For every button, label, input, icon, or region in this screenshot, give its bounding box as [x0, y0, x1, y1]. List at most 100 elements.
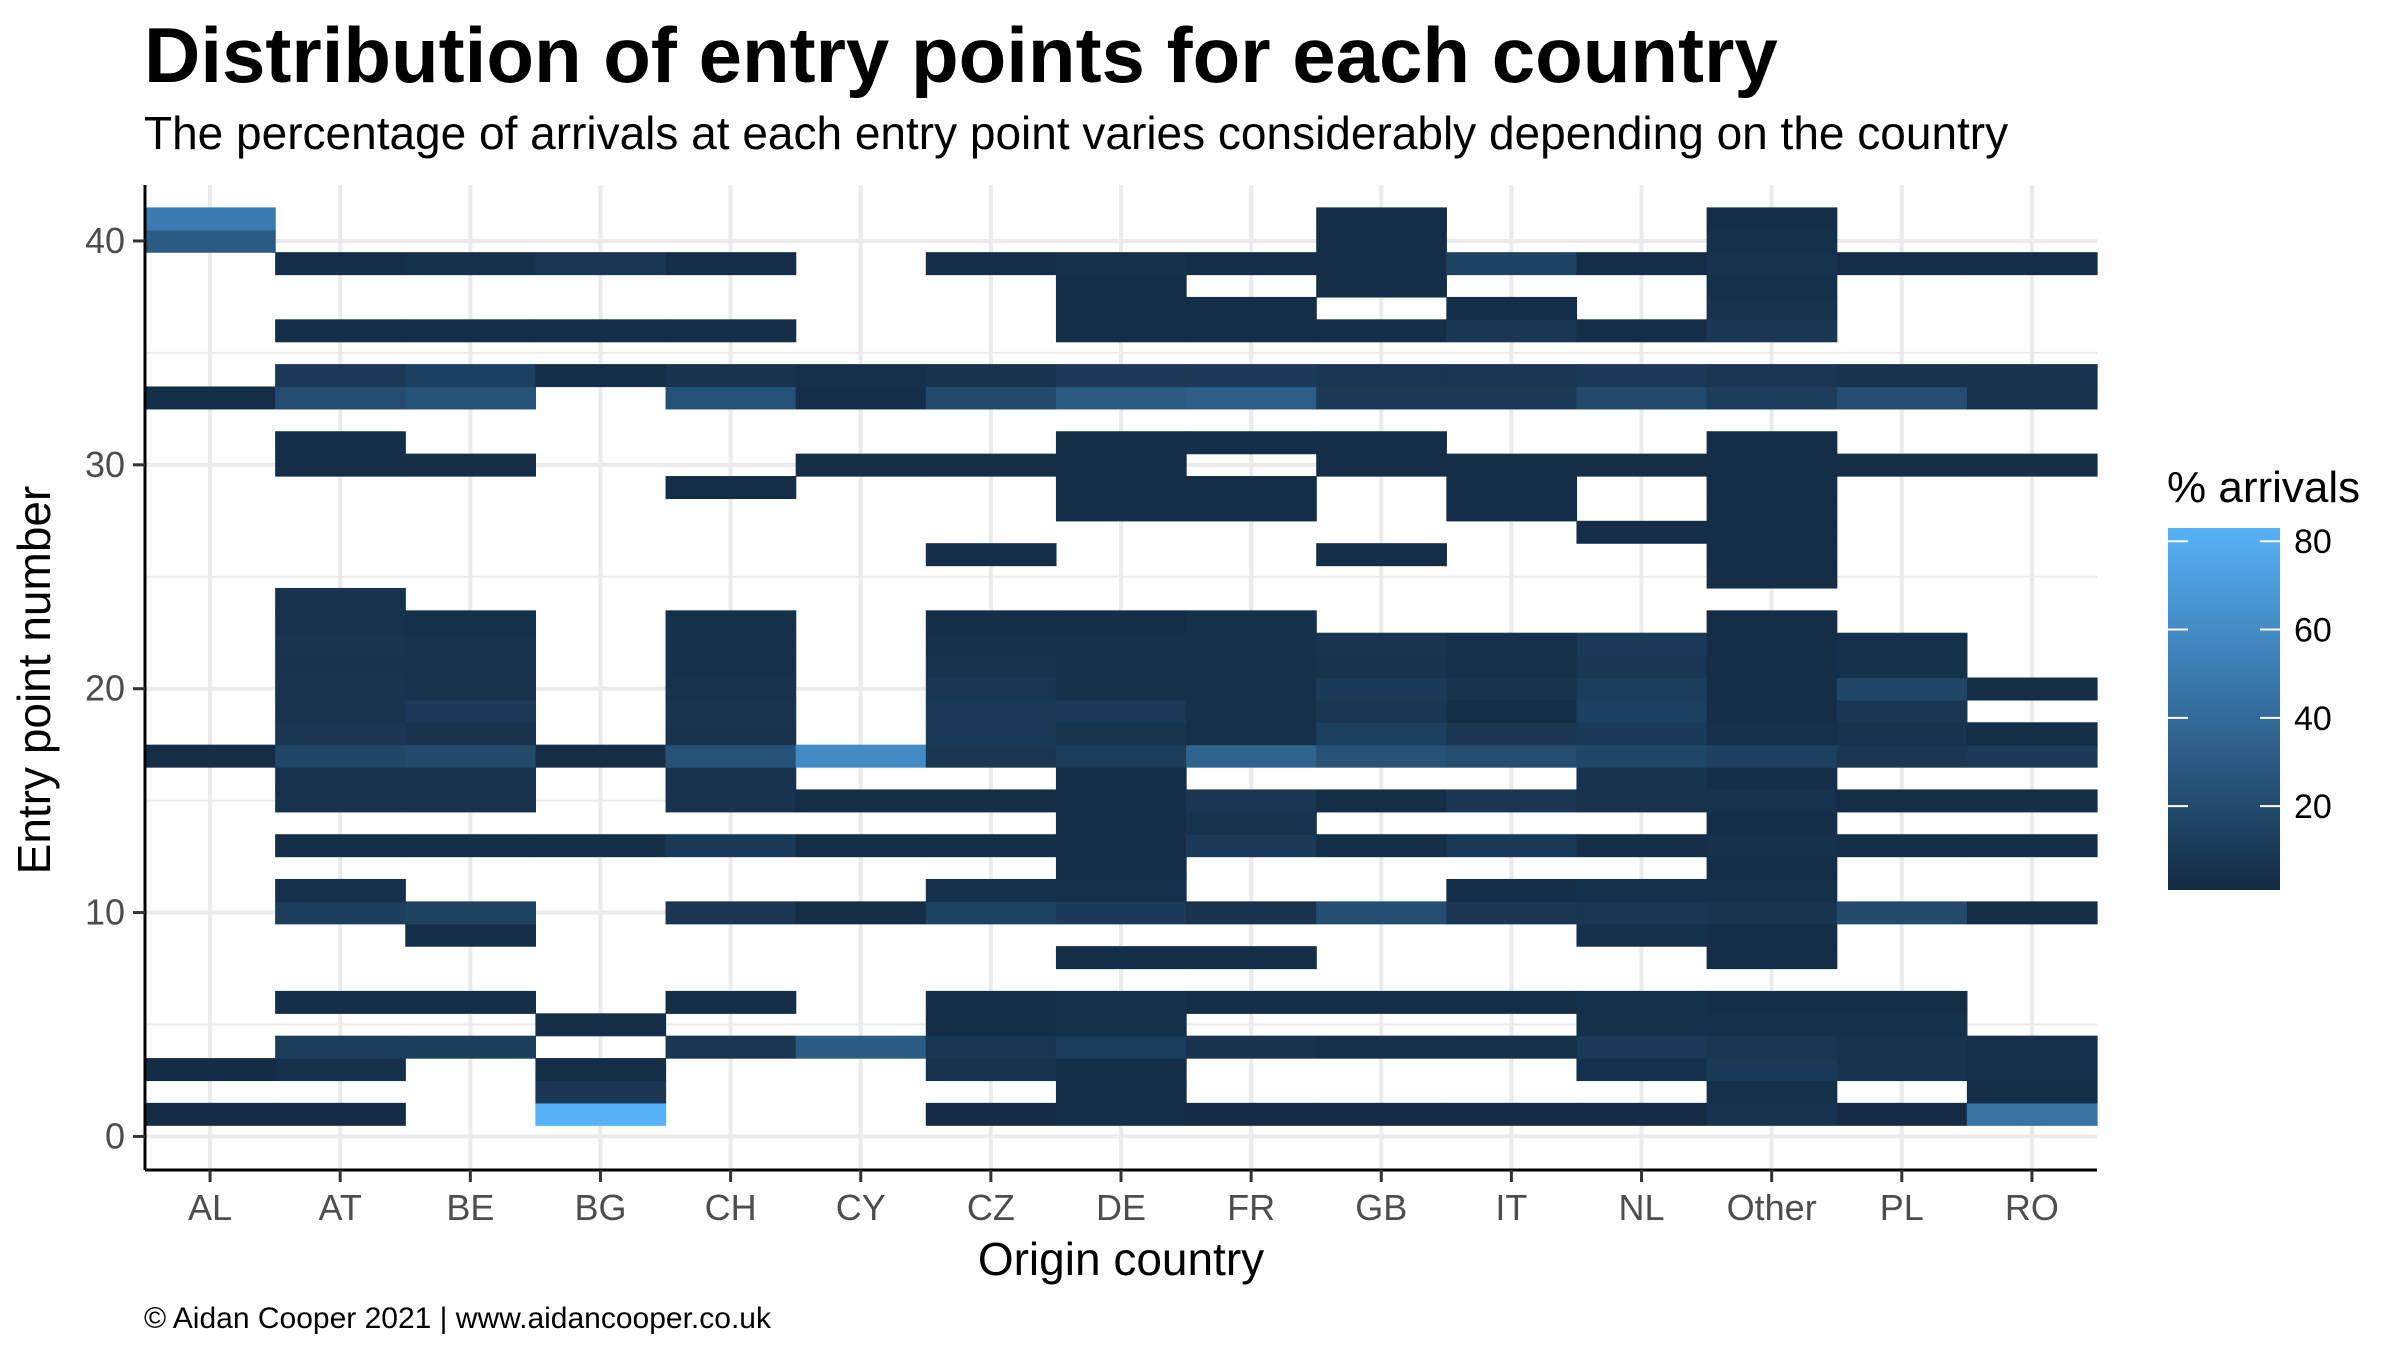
- x-tick-label: BE: [446, 1187, 494, 1228]
- heatmap-cell: [275, 700, 406, 723]
- heatmap-cell: [1707, 207, 1838, 230]
- heatmap-cell: [1967, 722, 2098, 745]
- heatmap-cell: [1707, 767, 1838, 790]
- heatmap-cell: [1446, 454, 1577, 477]
- heatmap-cell: [1576, 789, 1707, 812]
- heatmap-cell: [1056, 1058, 1187, 1081]
- heatmap-cell: [1446, 722, 1577, 745]
- heatmap-cell: [666, 789, 797, 812]
- heatmap-cell: [1316, 431, 1447, 454]
- heatmap-cell: [1707, 700, 1838, 723]
- heatmap-cell: [1576, 655, 1707, 678]
- heatmap-cell: [666, 633, 797, 656]
- heatmap-cell: [1316, 252, 1447, 275]
- heatmap-cell: [666, 364, 797, 387]
- heatmap-cell: [1056, 1036, 1187, 1059]
- heatmap-cell: [1186, 297, 1317, 320]
- x-tick-label: AL: [188, 1187, 232, 1228]
- heatmap-cell: [796, 454, 927, 477]
- heatmap-cell: [275, 834, 406, 857]
- heatmap-cell: [1316, 901, 1447, 924]
- heatmap-cell: [1316, 745, 1447, 768]
- heatmap-cell: [1446, 297, 1577, 320]
- heatmap-cell: [926, 454, 1057, 477]
- heatmap-cell: [1316, 633, 1447, 656]
- heatmap-cell: [1446, 745, 1577, 768]
- heatmap-cell: [405, 364, 536, 387]
- heatmap-cell: [926, 745, 1057, 768]
- x-tick-label: FR: [1227, 1187, 1275, 1228]
- heatmap-cell: [1056, 901, 1187, 924]
- heatmap-cell: [1316, 543, 1447, 566]
- heatmap-cell: [1707, 745, 1838, 768]
- heatmap-cell: [1316, 991, 1447, 1014]
- heatmap-cell: [405, 655, 536, 678]
- heatmap-cell: [796, 1036, 927, 1059]
- color-legend: % arrivals 20406080: [2167, 463, 2360, 890]
- heatmap-cell: [405, 252, 536, 275]
- heatmap-cell: [275, 610, 406, 633]
- heatmap-cell: [1576, 901, 1707, 924]
- heatmap-cell: [1316, 655, 1447, 678]
- heatmap-cell: [926, 722, 1057, 745]
- heatmap-cell: [1837, 991, 1968, 1014]
- heatmap-cell: [1707, 543, 1838, 566]
- heatmap-cell: [275, 588, 406, 611]
- heatmap-cell: [275, 767, 406, 790]
- legend-tick-label: 20: [2294, 788, 2332, 826]
- heatmap-cell: [1446, 633, 1577, 656]
- heatmap-cell: [405, 767, 536, 790]
- heatmap-cell: [666, 722, 797, 745]
- y-tick-label: 30: [85, 444, 125, 485]
- heatmap-cell: [1837, 722, 1968, 745]
- heatmap-cell: [1056, 454, 1187, 477]
- heatmap-cell: [1707, 1080, 1838, 1103]
- heatmap-cell: [535, 1058, 666, 1081]
- heatmap-cell: [1707, 789, 1838, 812]
- heatmap-cell: [1707, 454, 1838, 477]
- heatmap-cell: [1707, 521, 1838, 544]
- heatmap-cell: [275, 655, 406, 678]
- heatmap-cell: [1316, 230, 1447, 253]
- heatmap-cell: [1707, 476, 1838, 499]
- heatmap-cell: [1576, 364, 1707, 387]
- heatmap-cell: [1707, 1103, 1838, 1126]
- heatmap-cell: [1967, 678, 2098, 701]
- heatmap-cell: [666, 655, 797, 678]
- heatmap-cell: [1186, 991, 1317, 1014]
- heatmap-cell: [1707, 946, 1838, 969]
- heatmap-cell: [275, 901, 406, 924]
- heatmap-cell: [926, 1013, 1057, 1036]
- x-tick-label: CH: [705, 1187, 757, 1228]
- heatmap-cell: [1316, 1103, 1447, 1126]
- heatmap-cell: [1186, 812, 1317, 835]
- heatmap-cell: [1056, 812, 1187, 835]
- heatmap-cell: [145, 1058, 276, 1081]
- heatmap-cell: [405, 991, 536, 1014]
- heatmap-cell: [1837, 789, 1968, 812]
- x-axis-title: Origin country: [978, 1233, 1264, 1285]
- legend-tick-label: 60: [2294, 612, 2332, 650]
- heatmap-cell: [1707, 364, 1838, 387]
- heatmap-cell: [1056, 655, 1187, 678]
- heatmap-cell: [535, 319, 666, 342]
- heatmap-cell: [405, 454, 536, 477]
- heatmap-cell: [1576, 1058, 1707, 1081]
- heatmap-cell: [1056, 857, 1187, 880]
- heatmap-cell: [1186, 386, 1317, 409]
- heatmap-cell: [926, 834, 1057, 857]
- heatmap-cell: [1707, 834, 1838, 857]
- heatmap-cell: [1707, 879, 1838, 902]
- heatmap-cell: [666, 252, 797, 275]
- heatmap-cell: [1056, 498, 1187, 521]
- x-tick-label: PL: [1880, 1187, 1924, 1228]
- heatmap-cell: [275, 252, 406, 275]
- heatmap-cell: [666, 678, 797, 701]
- heatmap-cell: [1707, 678, 1838, 701]
- heatmap-cell: [275, 722, 406, 745]
- heatmap-cell: [1056, 767, 1187, 790]
- caption: © Aidan Cooper 2021 | www.aidancooper.co…: [144, 1302, 771, 1336]
- heatmap-cell: [926, 991, 1057, 1014]
- heatmap-cell: [1316, 700, 1447, 723]
